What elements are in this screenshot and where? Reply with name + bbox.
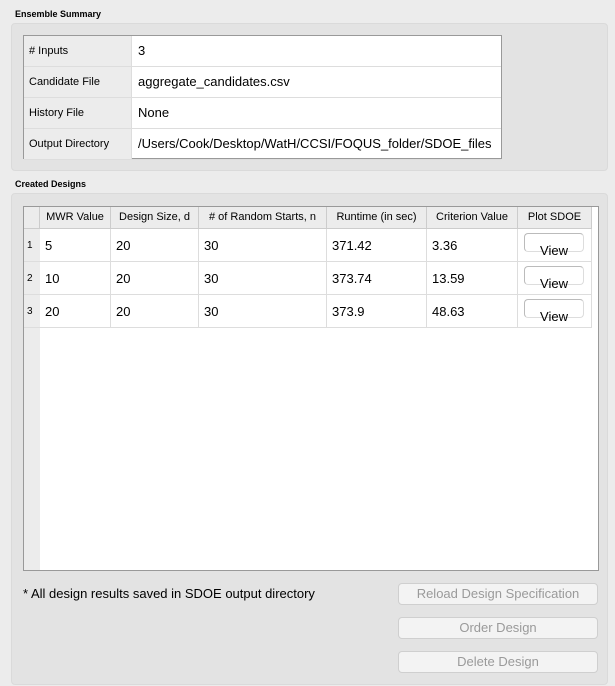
corner-cell bbox=[24, 207, 40, 228]
cell-size[interactable]: 20 bbox=[111, 295, 199, 328]
view-button[interactable]: View bbox=[524, 299, 584, 324]
table-row: 1 5 20 30 371.42 3.36 View bbox=[24, 229, 592, 262]
summary-value[interactable]: aggregate_candidates.csv bbox=[138, 74, 290, 89]
cell-mwr[interactable]: 20 bbox=[40, 295, 111, 328]
cell-size[interactable]: 20 bbox=[111, 262, 199, 295]
summary-row-output-directory: Output Directory/Users/Cook/Desktop/WatH… bbox=[24, 129, 501, 160]
created-designs-title: Created Designs bbox=[15, 179, 87, 189]
reload-design-button[interactable]: Reload Design Specification bbox=[398, 583, 598, 605]
cell-runtime[interactable]: 373.9 bbox=[327, 295, 427, 328]
ensemble-summary-table: # Inputs 3 Candidate File aggregate_candid… bbox=[23, 35, 502, 160]
save-note: * All design results saved in SDOE outpu… bbox=[23, 586, 315, 601]
row-number: 2 bbox=[24, 262, 40, 295]
table-header: MWR Value Design Size, d # of Random Sta… bbox=[24, 207, 592, 229]
col-random-starts[interactable]: # of Random Starts, n bbox=[199, 207, 327, 228]
order-design-button[interactable]: Order Design bbox=[398, 617, 598, 639]
delete-design-button[interactable]: Delete Design bbox=[398, 651, 598, 673]
summary-label: Output Directory bbox=[24, 129, 132, 159]
cell-mwr[interactable]: 5 bbox=[40, 229, 111, 262]
row-number: 3 bbox=[24, 295, 40, 328]
cell-plot: View bbox=[518, 295, 592, 328]
cell-starts[interactable]: 30 bbox=[199, 229, 327, 262]
col-plot[interactable]: Plot SDOE bbox=[518, 207, 592, 228]
summary-row-inputs: # Inputs 3 bbox=[24, 36, 501, 67]
cell-size[interactable]: 20 bbox=[111, 229, 199, 262]
ensemble-summary-title: Ensemble Summary bbox=[15, 9, 102, 19]
row-number: 1 bbox=[24, 229, 40, 262]
summary-row-candidate-file: Candidate File aggregate_candidates.csv bbox=[24, 67, 501, 98]
summary-row-history-file: History File None bbox=[24, 98, 501, 129]
cell-mwr[interactable]: 10 bbox=[40, 262, 111, 295]
summary-label: # Inputs bbox=[24, 36, 132, 66]
view-button[interactable]: View bbox=[524, 266, 584, 291]
cell-starts[interactable]: 30 bbox=[199, 295, 327, 328]
cell-starts[interactable]: 30 bbox=[199, 262, 327, 295]
designs-table: MWR Value Design Size, d # of Random Sta… bbox=[23, 206, 599, 571]
view-button[interactable]: View bbox=[524, 233, 584, 258]
table-row: 2 10 20 30 373.74 13.59 View bbox=[24, 262, 592, 295]
cell-criterion[interactable]: 48.63 bbox=[427, 295, 518, 328]
summary-value[interactable]: /Users/Cook/Desktop/WatH/CCSI/FOQUS_fold… bbox=[138, 136, 492, 151]
summary-value[interactable]: None bbox=[138, 105, 170, 120]
cell-plot: View bbox=[518, 262, 592, 295]
col-criterion[interactable]: Criterion Value bbox=[427, 207, 518, 228]
col-mwr[interactable]: MWR Value bbox=[40, 207, 111, 228]
table-row: 3 20 20 30 373.9 48.63 View bbox=[24, 295, 592, 328]
col-design-size[interactable]: Design Size, d bbox=[111, 207, 199, 228]
cell-criterion[interactable]: 3.36 bbox=[427, 229, 518, 262]
col-runtime[interactable]: Runtime (in sec) bbox=[327, 207, 427, 228]
cell-plot: View bbox=[518, 229, 592, 262]
summary-value[interactable]: 3 bbox=[138, 43, 146, 58]
summary-label: History File bbox=[24, 98, 132, 128]
cell-runtime[interactable]: 371.42 bbox=[327, 229, 427, 262]
summary-label: Candidate File bbox=[24, 67, 132, 97]
cell-criterion[interactable]: 13.59 bbox=[427, 262, 518, 295]
cell-runtime[interactable]: 373.74 bbox=[327, 262, 427, 295]
